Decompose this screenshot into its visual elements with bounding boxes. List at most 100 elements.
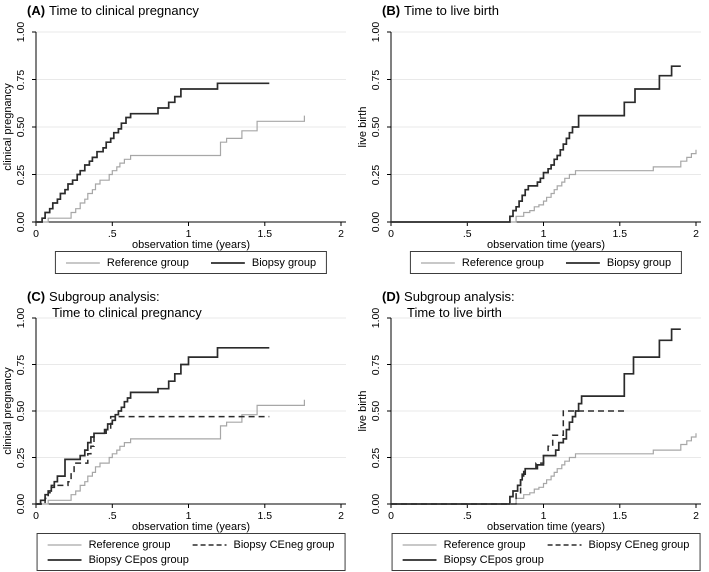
panel-label: (A) xyxy=(27,3,46,18)
series-biopsy xyxy=(36,82,270,223)
y-tick-label: 0.75 xyxy=(15,69,27,90)
panel-title: (C) Subgroup analysis: xyxy=(27,289,160,304)
legend-row: Biopsy CEpos group xyxy=(402,552,690,567)
legend-line-dashed-icon xyxy=(192,543,227,546)
legend-label: Biopsy group xyxy=(251,256,317,269)
legend-entry: Biopsy CEneg group xyxy=(547,539,689,551)
legend-entry: Reference group xyxy=(420,256,544,269)
x-tick-label: 1.5 xyxy=(257,228,273,240)
y-tick-label: 0.50 xyxy=(370,400,382,422)
panel-title-line2: Time to clinical pregnancy xyxy=(52,305,202,320)
legend-entry: Reference group xyxy=(402,539,526,551)
y-tick-label: 1.00 xyxy=(15,307,27,329)
panel-label: (D) xyxy=(382,289,401,304)
y-tick-label: 1.00 xyxy=(370,307,382,329)
legend-row: Reference group Biopsy group xyxy=(420,255,672,270)
legend-line-solid-icon xyxy=(65,261,100,264)
panel-title-text: Subgroup analysis: xyxy=(404,289,515,304)
x-tick-label: 1 xyxy=(540,510,547,522)
x-tick-label: .5 xyxy=(107,228,117,240)
km-plot-svg xyxy=(32,317,346,508)
y-tick-label: 0.50 xyxy=(370,116,382,138)
y-tick-label: 0.25 xyxy=(15,447,27,468)
panel-title-text: Subgroup analysis: xyxy=(49,289,160,304)
x-tick-label: 2 xyxy=(338,510,344,522)
x-tick-label: 1 xyxy=(185,510,192,522)
x-axis-label: observation time (years) xyxy=(132,521,250,533)
legend-label: Biopsy CEpos group xyxy=(443,553,544,566)
x-tick-label: .5 xyxy=(107,510,117,522)
x-axis-label: observation time (years) xyxy=(132,239,250,251)
x-tick-label: 0 xyxy=(33,228,39,240)
y-tick-label: 0.75 xyxy=(15,354,27,375)
legend-line-solid-icon xyxy=(402,543,437,546)
y-tick-label: 0.50 xyxy=(15,116,27,138)
y-tick-label: 0.25 xyxy=(15,164,27,185)
legend-line-solid-icon xyxy=(47,558,82,561)
y-tick-label: 0.00 xyxy=(15,211,27,233)
legend: Reference group Biopsy group xyxy=(54,251,328,274)
legend-row: Reference group Biopsy group xyxy=(65,255,317,270)
km-chart-c: 0.00 0.25 0.50 0.75 1.00 0 .5 1 1.5 2 clinical pre… xyxy=(0,286,354,572)
legend-line-solid-icon xyxy=(565,261,600,264)
series-biopsy xyxy=(391,65,681,223)
y-axis-label: live birth xyxy=(357,106,369,148)
y-tick-label: 1.00 xyxy=(370,21,382,43)
km-chart-b: 0.00 0.25 0.50 0.75 1.00 0 .5 1 1.5 2 live birth ob… xyxy=(355,0,709,286)
panel-title-text: Time to clinical pregnancy xyxy=(49,3,199,18)
km-plot-svg xyxy=(32,31,346,226)
y-tick-label: 0.00 xyxy=(370,211,382,233)
panel-title: (B) Time to live birth xyxy=(382,3,499,18)
legend-row: Reference group Biopsy CEneg group xyxy=(402,537,689,552)
legend-line-dashed-icon xyxy=(547,543,582,546)
x-tick-label: .5 xyxy=(462,510,472,522)
legend-entry: Biopsy group xyxy=(565,256,672,269)
panel-title-text: Time to live birth xyxy=(404,3,499,18)
series-reference xyxy=(391,149,697,223)
y-tick-label: 0.50 xyxy=(15,400,27,422)
y-tick-label: 0.00 xyxy=(370,493,382,515)
y-tick-label: 1.00 xyxy=(15,21,27,43)
series-reference xyxy=(391,433,697,505)
legend: Reference group Biopsy CEneg group Biopsy … xyxy=(391,533,701,571)
legend-label: Biopsy CEpos group xyxy=(88,553,189,566)
panel-c: (C) Subgroup analysis: Time to clinical p… xyxy=(0,286,354,572)
x-tick-label: 2 xyxy=(693,510,699,522)
km-plot-svg xyxy=(387,317,701,508)
legend-label: Biopsy CEneg group xyxy=(233,538,335,551)
legend: Reference group Biopsy CEneg group Biopsy … xyxy=(36,533,346,571)
km-chart-d: 0.00 0.25 0.50 0.75 1.00 0 .5 1 1.5 2 live birth ob… xyxy=(355,286,709,572)
legend-row: Reference group Biopsy CEneg group xyxy=(47,537,335,552)
panel-label: (C) xyxy=(27,289,46,304)
km-plot-svg xyxy=(387,31,701,226)
legend-label: Reference group xyxy=(461,256,544,269)
y-tick-label: 0.75 xyxy=(370,354,382,375)
x-tick-label: 0 xyxy=(388,510,394,522)
x-tick-label: 0 xyxy=(388,228,394,240)
legend-line-solid-icon xyxy=(210,261,245,264)
legend-entry: Reference group xyxy=(65,257,189,269)
km-chart-a: 0.00 0.25 0.50 0.75 1.00 0 .5 1 1.5 2 clinical pre… xyxy=(0,0,354,286)
legend: Reference group Biopsy group xyxy=(409,251,683,274)
panel-label: (B) xyxy=(382,3,401,18)
series-biopsy-ceneg xyxy=(391,410,625,505)
panel-b: (B) Time to live birth 0.00 0.25 0.50 0.75 1.… xyxy=(355,0,709,286)
legend-entry: Biopsy CEpos group xyxy=(47,553,189,566)
x-axis-label: observation time (years) xyxy=(487,239,605,251)
legend-row: Biopsy CEpos group xyxy=(47,552,335,567)
x-tick-label: 0 xyxy=(33,510,39,522)
x-tick-label: 1.5 xyxy=(612,510,628,522)
x-tick-label: 1 xyxy=(185,228,192,240)
legend-label: Reference group xyxy=(88,538,171,551)
legend-entry: Biopsy CEneg group xyxy=(192,538,335,551)
panel-a: (A) Time to clinical pregnancy 0.00 0.25 0.… xyxy=(0,0,354,286)
panel-title: (D) Subgroup analysis: xyxy=(382,289,515,304)
legend-label: Biopsy group xyxy=(606,256,672,269)
legend-entry: Biopsy CEpos group xyxy=(402,553,544,566)
x-tick-label: 1.5 xyxy=(257,510,273,522)
y-tick-label: 0.75 xyxy=(370,69,382,90)
x-tick-label: .5 xyxy=(462,228,472,240)
y-axis-label: clinical pregnancy xyxy=(2,367,14,455)
x-tick-label: 2 xyxy=(693,228,699,240)
